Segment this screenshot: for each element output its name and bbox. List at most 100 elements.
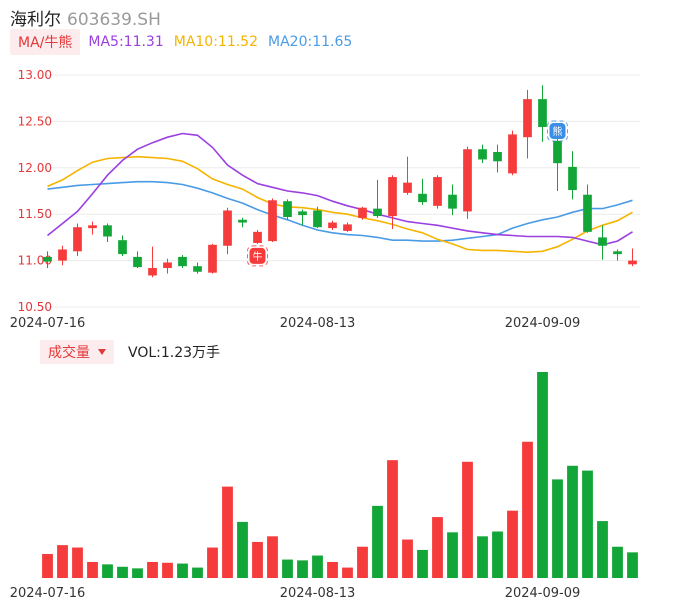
price-date-label: 2024-09-09: [505, 316, 581, 331]
volume-bar: [492, 531, 503, 578]
volume-bar: [357, 546, 368, 578]
candle-body: [613, 251, 622, 255]
price-tick-label: 12.00: [18, 161, 52, 175]
volume-bar: [72, 547, 83, 578]
price-tick-label: 12.50: [18, 114, 52, 128]
price-tick-label: 13.00: [18, 68, 52, 82]
candle-body: [148, 268, 157, 276]
candle-body: [253, 231, 262, 243]
candle: [178, 255, 187, 269]
candle: [253, 229, 262, 244]
volume-bar: [177, 563, 188, 578]
candle-body: [553, 140, 562, 164]
candle: [193, 262, 202, 274]
candle: [163, 258, 172, 274]
candle: [628, 248, 637, 267]
candle: [103, 223, 112, 243]
candle: [298, 209, 307, 226]
candle-body: [313, 210, 322, 228]
volume-bar: [87, 561, 98, 578]
volume-bar: [42, 553, 53, 578]
bear-marker-icon: 熊: [547, 120, 568, 142]
candle: [568, 151, 577, 200]
candle-body: [43, 256, 52, 262]
volume-indicator-button[interactable]: 成交量: [40, 340, 114, 364]
candle: [403, 156, 412, 195]
candle: [73, 223, 82, 256]
candle: [148, 246, 157, 278]
candle: [553, 139, 562, 191]
dropdown-arrow-icon: [98, 349, 106, 355]
candle: [208, 243, 217, 274]
volume-bar: [417, 549, 428, 578]
candle-body: [193, 266, 202, 272]
volume-bar: [57, 545, 68, 578]
volume-bar: [627, 552, 638, 578]
candle-body: [508, 134, 517, 174]
candle-body: [73, 227, 82, 252]
volume-bar: [432, 517, 443, 578]
volume-bar: [477, 536, 488, 578]
candle-body: [328, 222, 337, 229]
candle-body: [373, 208, 382, 217]
candle-body: [163, 262, 172, 269]
price-tick-label: 11.50: [18, 207, 52, 221]
candle: [538, 85, 547, 142]
candle-body: [583, 194, 592, 232]
ma5-label: MA5:11.31: [88, 34, 164, 50]
volume-bar: [342, 567, 353, 578]
volume-bar: [372, 505, 383, 578]
ma10-label: MA10:11.52: [173, 34, 259, 50]
candle: [373, 179, 382, 218]
candle: [268, 198, 277, 243]
candle: [313, 206, 322, 229]
candle: [343, 222, 352, 232]
volume-bar: [552, 479, 563, 578]
ma20-label: MA20:11.65: [268, 34, 353, 50]
candle: [463, 146, 472, 219]
volume-bar: [597, 521, 608, 578]
candle-body: [598, 237, 607, 246]
volume-bar: [252, 541, 263, 578]
candle: [58, 245, 67, 266]
ma20-line: [47, 180, 633, 242]
bull-marker-icon: 牛: [247, 245, 268, 267]
candle: [493, 144, 502, 173]
marker-badge-frame: [247, 245, 268, 267]
volume-bar: [192, 567, 203, 578]
volume-bar: [117, 566, 128, 578]
candle-body: [358, 207, 367, 218]
candle-body: [538, 99, 547, 127]
candle: [283, 199, 292, 220]
volume-value: VOL:1.23万手: [128, 345, 221, 361]
ma10-line: [47, 155, 633, 254]
volume-bar: [447, 532, 458, 578]
candle: [598, 225, 607, 260]
candle: [478, 144, 487, 164]
volume-bar: [327, 561, 338, 578]
candle: [433, 175, 442, 209]
ma-indicator-button[interactable]: MA/牛熊: [10, 29, 81, 55]
stock-name: 海利尔: [10, 10, 61, 30]
candle-body: [238, 219, 247, 223]
candle: [508, 130, 517, 176]
stock-code: 603639.SH: [67, 10, 161, 30]
volume-bar: [162, 562, 173, 578]
candle: [613, 249, 622, 261]
price-date-label: 2024-07-16: [10, 316, 86, 331]
candle: [523, 89, 532, 159]
candle-body: [178, 256, 187, 267]
candle-body: [298, 211, 307, 216]
candle: [118, 235, 127, 256]
candle-body: [208, 244, 217, 273]
marker-label: 熊: [553, 125, 563, 138]
volume-bar: [462, 461, 473, 578]
marker-label: 牛: [253, 250, 263, 263]
volume-bar: [102, 564, 113, 578]
candle-body: [418, 193, 427, 203]
candle-body: [448, 194, 457, 209]
candle-body: [628, 260, 637, 265]
candle-body: [118, 240, 127, 255]
marker-badge: [549, 123, 566, 140]
